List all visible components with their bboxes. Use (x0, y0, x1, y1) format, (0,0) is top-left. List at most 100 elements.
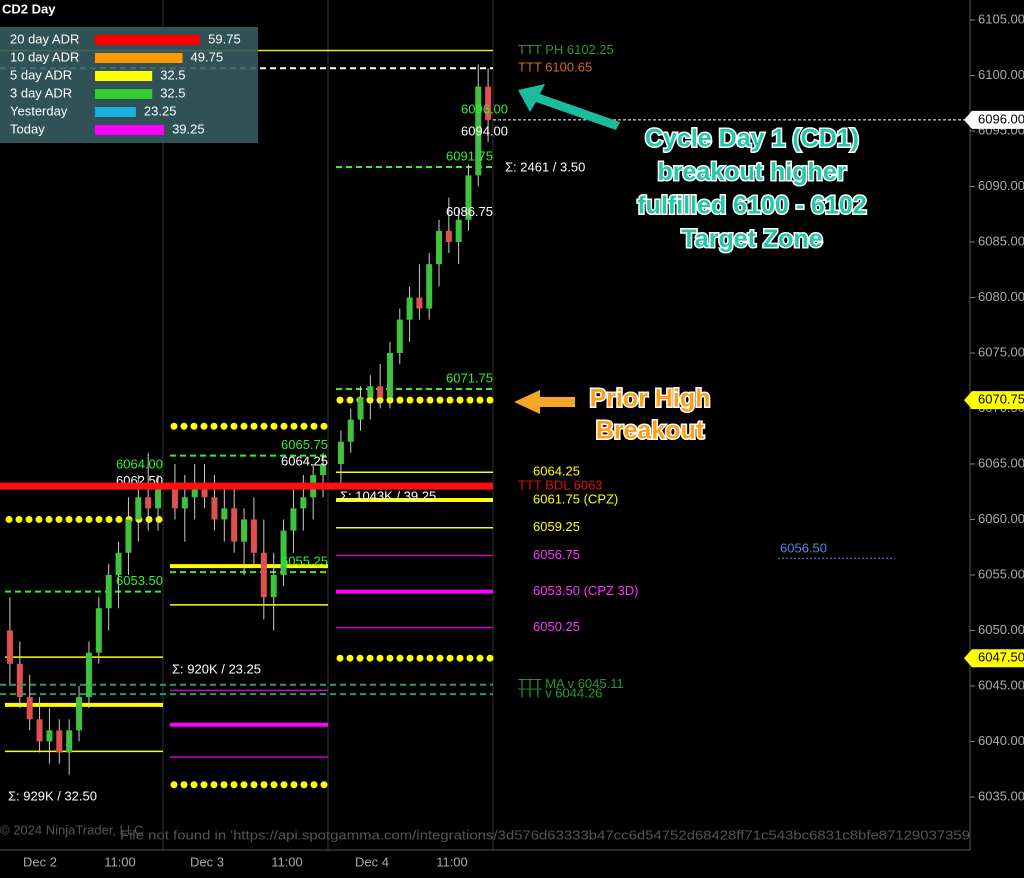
candle-body (475, 86, 482, 176)
candle-body (416, 297, 423, 309)
candle-body (396, 319, 403, 353)
price-label: 6096.00 (461, 101, 508, 116)
y-tick-label: 6050.00 (978, 622, 1024, 637)
x-tick-label: Dec 2 (23, 854, 57, 869)
candle-body (406, 297, 413, 320)
price-label: 6053.50 (116, 573, 163, 588)
y-tick-label: 6080.00 (978, 289, 1024, 304)
candle-body (85, 652, 92, 698)
x-tick-label: 11:00 (104, 854, 136, 869)
candle-body (181, 497, 188, 509)
candle-body (46, 730, 53, 742)
price-label: 6071.75 (446, 370, 493, 385)
candle-body (241, 519, 248, 542)
candle-body (76, 697, 83, 731)
candle-body (260, 552, 267, 598)
price-label: 6094.00 (461, 124, 508, 139)
legend-bar (95, 125, 165, 135)
y-tick-label: 6035.00 (978, 788, 1024, 803)
candle-body (95, 608, 102, 653)
candle-body (16, 663, 23, 698)
y-tick-label: 6100.00 (978, 67, 1024, 82)
legend-bar (95, 89, 153, 99)
candle-body (231, 508, 238, 542)
candle-body (485, 86, 492, 120)
candle-body (347, 419, 354, 442)
candle-body (125, 519, 132, 553)
price-marker-label: 6096.00 (978, 111, 1024, 126)
y-tick-label: 6090.00 (978, 178, 1024, 193)
volume-label: Σ: 920K / 23.25 (172, 661, 261, 676)
level-label: TTT MA v 6045.11 (518, 676, 624, 691)
annotation-text: Breakout (596, 417, 705, 445)
legend-label: Today (10, 121, 45, 136)
y-tick-label: 6060.00 (978, 511, 1024, 526)
candle-body (367, 386, 374, 398)
candle-body (191, 486, 198, 498)
candle-body (465, 175, 472, 220)
legend-value: 39.25 (172, 121, 205, 136)
candle-body (300, 497, 307, 509)
x-tick-label: Dec 4 (355, 854, 389, 869)
price-label: 6086.75 (446, 204, 493, 219)
y-tick-label: 6105.00 (978, 11, 1024, 26)
legend-bar (95, 71, 153, 81)
y-tick-label: 6075.00 (978, 344, 1024, 359)
candle-body (250, 519, 257, 553)
legend-label: 20 day ADR (10, 31, 79, 46)
legend-bar (95, 53, 183, 63)
price-marker (964, 649, 1024, 668)
candle-body (66, 730, 73, 753)
candle-body (171, 486, 178, 509)
x-tick-label: 11:00 (271, 854, 303, 869)
y-tick-label: 6045.00 (978, 677, 1024, 692)
candle-body (56, 730, 63, 753)
level-label: 6059.25 (533, 519, 580, 534)
candle-body (445, 230, 452, 242)
legend-bar (95, 35, 201, 45)
level-label: TTT BDL 6063 (518, 478, 603, 493)
candle-body (211, 497, 218, 520)
legend-value: 23.25 (144, 103, 177, 118)
candle-body (436, 230, 443, 265)
legend-label: 5 day ADR (10, 67, 72, 82)
x-tick-label: 11:00 (436, 854, 468, 869)
candle-body (455, 219, 462, 242)
profile-marker-label: 6056.50 (780, 541, 827, 556)
candle-body (320, 463, 327, 476)
y-tick-label: 6055.00 (978, 566, 1024, 581)
annotation-text: Target Zone (681, 225, 822, 253)
legend-value: 49.75 (191, 49, 224, 64)
candle-body (36, 719, 43, 742)
candle-body (201, 486, 208, 498)
candle-body (377, 386, 384, 398)
candle-body (270, 574, 277, 598)
candle-body (357, 397, 364, 420)
candle-body (386, 352, 393, 398)
candle-body (155, 486, 162, 509)
annotation-text: Prior High (590, 385, 711, 413)
candle-body (115, 552, 122, 575)
price-label: 6055.25 (281, 554, 328, 569)
annotation-text: Cycle Day 1 (CD1) (645, 125, 859, 153)
volume-label: Σ: 929K / 32.50 (8, 788, 97, 803)
level-label: TTT PH 6102.25 (518, 42, 614, 57)
legend-label: Yesterday (10, 103, 68, 118)
price-marker (964, 391, 1024, 410)
price-label: 6064.25 (281, 454, 328, 469)
y-tick-label: 6085.00 (978, 233, 1024, 248)
level-label: 6056.75 (533, 547, 580, 562)
level-label: 6053.50 (CPZ 3D) (533, 583, 639, 598)
volume-label: Σ: 1043K / 39.25 (340, 488, 436, 503)
candle-body (135, 497, 142, 520)
error-message: File not found in 'https://api.spotgamma… (120, 827, 970, 842)
legend-value: 59.75 (208, 31, 241, 46)
legend-label: 3 day ADR (10, 85, 72, 100)
price-label: 6091.75 (446, 148, 493, 163)
teal-arrow (518, 84, 620, 130)
annotation-text: breakout higher (658, 158, 847, 186)
legend-value: 32.5 (160, 67, 185, 82)
level-label: TTT v 6044.26 (518, 686, 602, 701)
